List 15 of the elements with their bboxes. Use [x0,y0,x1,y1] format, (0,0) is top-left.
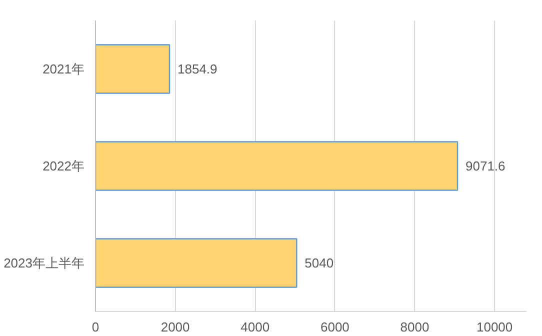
x-tick-label: 0 [92,320,100,334]
bar [96,44,170,94]
x-tick-label: 10000 [476,320,513,334]
x-tick-label: 6000 [320,320,350,334]
data-label: 5040 [304,256,334,270]
data-label: 9071.6 [466,158,506,174]
y-tick-label: 2021年 [42,62,84,76]
bar [96,141,458,191]
y-tick-label: 2022年 [42,158,84,174]
x-tick-label: 2000 [160,320,190,334]
data-label: 1854.9 [178,62,218,76]
x-tick-label: 4000 [240,320,270,334]
bar [96,238,298,288]
x-tick-label: 8000 [400,320,430,334]
y-tick-label: 2023年上半年 [4,256,84,270]
